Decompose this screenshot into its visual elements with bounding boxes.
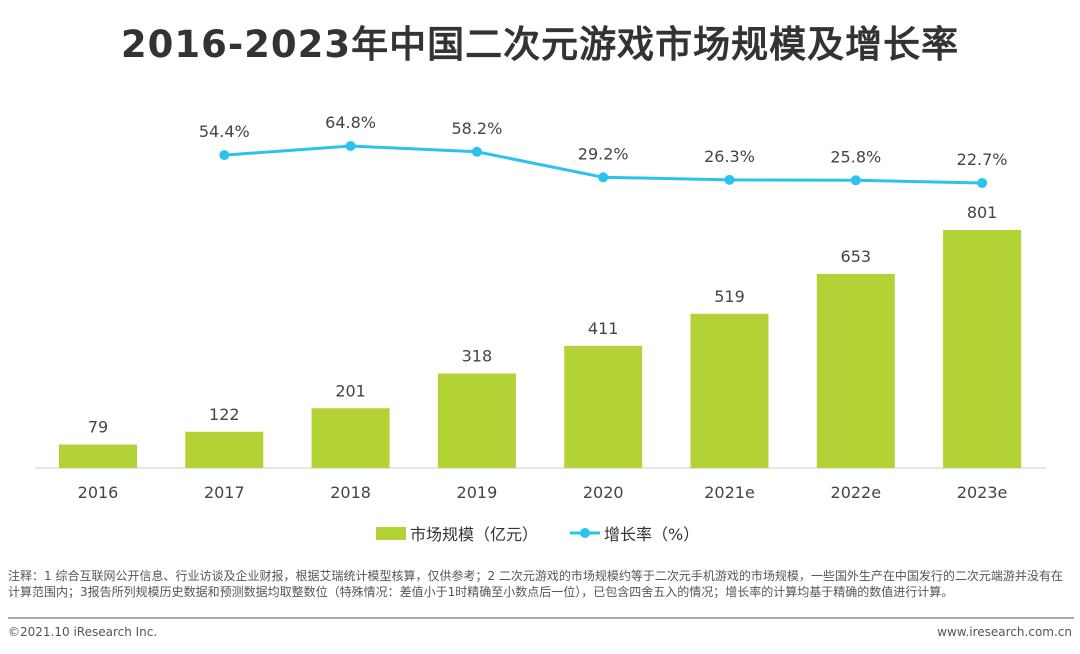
x-tick-label: 2020: [583, 483, 624, 502]
growth-value-label: 64.8%: [325, 113, 376, 132]
bar-value-label: 122: [209, 405, 240, 424]
growth-value-label: 58.2%: [451, 119, 502, 138]
bar: [564, 345, 643, 468]
growth-point: [219, 150, 230, 161]
bar: [59, 444, 137, 468]
bar: [690, 313, 769, 468]
divider: [8, 617, 1074, 619]
bar: [943, 230, 1022, 468]
x-tick-label: 2023e: [957, 483, 1008, 502]
growth-value-label: 22.7%: [957, 150, 1008, 169]
x-tick-label: 2022e: [831, 483, 882, 502]
bar: [816, 273, 895, 468]
growth-point: [471, 146, 482, 157]
x-tick-label: 2016: [78, 483, 119, 502]
growth-value-label: 26.3%: [704, 147, 755, 166]
chart-title: 2016-2023年中国二次元游戏市场规模及增长率: [120, 23, 960, 66]
x-tick-label: 2019: [457, 483, 498, 502]
bar-value-label: 318: [462, 347, 493, 366]
footnote: 注释：1 综合互联网公开信息、行业访谈及企业财报，根据艾瑞统计模型核算，仅供参考…: [8, 569, 1063, 599]
growth-value-label: 29.2%: [578, 144, 629, 163]
website: www.iresearch.com.cn: [937, 625, 1072, 639]
bar-value-label: 411: [588, 319, 619, 338]
growth-point: [345, 141, 356, 151]
bar-value-label: 801: [967, 203, 998, 222]
bar: [437, 373, 516, 468]
growth-point: [598, 172, 609, 183]
legend-line-marker: [580, 528, 590, 538]
bar-value-label: 201: [335, 381, 366, 400]
x-tick-label: 2018: [330, 483, 371, 502]
growth-point: [850, 175, 861, 186]
bar-value-label: 653: [841, 247, 872, 266]
x-tick-label: 2017: [204, 483, 245, 502]
bar-value-label: 519: [714, 287, 745, 306]
legend-line-label: 增长率（%）: [604, 525, 699, 544]
copyright: ©2021.10 iResearch Inc.: [8, 625, 158, 639]
bar: [311, 408, 390, 468]
growth-point: [724, 174, 735, 185]
bar-value-label: 79: [88, 418, 108, 437]
legend-bar-swatch: [376, 527, 406, 540]
bar: [185, 431, 264, 468]
growth-value-label: 54.4%: [199, 122, 250, 141]
growth-value-label: 25.8%: [830, 147, 881, 166]
x-tick-label: 2021e: [704, 483, 755, 502]
growth-point: [977, 178, 988, 189]
legend-bar-label: 市场规模（亿元）: [410, 525, 538, 544]
